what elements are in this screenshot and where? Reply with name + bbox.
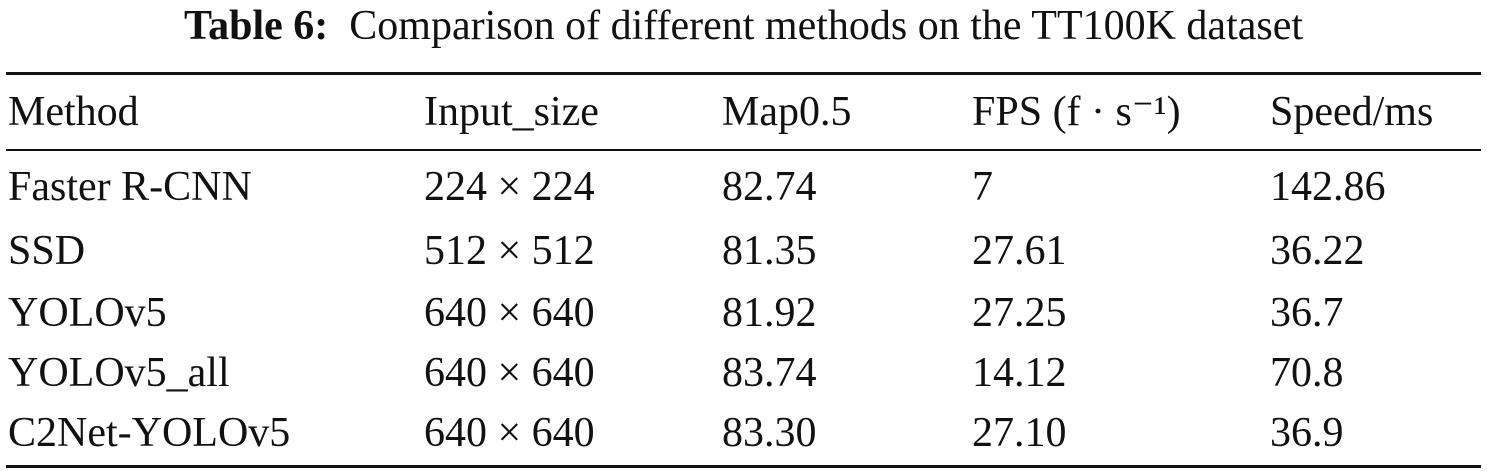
table-row: SSD 512 × 512 81.35 27.61 36.22 — [0, 226, 1487, 276]
cell-speed: 36.22 — [1270, 228, 1365, 274]
cell-fps: 27.61 — [972, 228, 1067, 274]
header-map: Map0.5 — [722, 89, 852, 135]
header-fps: FPS (f · s⁻¹) — [972, 89, 1181, 135]
cell-fps: 27.10 — [972, 410, 1067, 456]
table-row: YOLOv5_all 640 × 640 83.74 14.12 70.8 — [0, 348, 1487, 398]
header-speed: Speed/ms — [1270, 89, 1434, 135]
cell-method: C2Net-YOLOv5 — [8, 410, 291, 456]
cell-map: 83.30 — [722, 410, 817, 456]
cell-input-size: 640 × 640 — [424, 350, 595, 396]
table-caption-text: Comparison of different methods on the T… — [349, 3, 1304, 49]
cell-input-size: 224 × 224 — [424, 164, 595, 210]
cell-input-size: 640 × 640 — [424, 290, 595, 336]
table-caption: Table 6: Comparison of different methods… — [0, 2, 1487, 50]
cell-method: SSD — [8, 228, 86, 274]
cell-method: YOLOv5 — [8, 290, 167, 336]
cell-map: 82.74 — [722, 164, 817, 210]
table-row: Faster R-CNN 224 × 224 82.74 7 142.86 — [0, 162, 1487, 212]
cell-method: YOLOv5_all — [8, 350, 230, 396]
table-caption-label: Table 6: — [183, 3, 329, 49]
table-header-rule — [6, 149, 1481, 151]
cell-speed: 36.7 — [1270, 290, 1344, 336]
cell-speed: 142.86 — [1270, 164, 1386, 210]
table-bottom-rule — [6, 465, 1481, 468]
cell-method: Faster R-CNN — [8, 164, 252, 210]
cell-input-size: 640 × 640 — [424, 410, 595, 456]
cell-input-size: 512 × 512 — [424, 228, 595, 274]
table-row: C2Net-YOLOv5 640 × 640 83.30 27.10 36.9 — [0, 408, 1487, 458]
cell-speed: 36.9 — [1270, 410, 1344, 456]
cell-fps: 27.25 — [972, 290, 1067, 336]
cell-map: 81.92 — [722, 290, 817, 336]
table-row: YOLOv5 640 × 640 81.92 27.25 36.7 — [0, 288, 1487, 338]
cell-fps: 14.12 — [972, 350, 1067, 396]
header-method: Method — [8, 89, 139, 135]
header-input-size: Input_size — [424, 89, 599, 135]
table-top-rule — [6, 72, 1481, 75]
table-header-row: Method Input_size Map0.5 FPS (f · s⁻¹) S… — [0, 87, 1487, 137]
cell-map: 81.35 — [722, 228, 817, 274]
cell-fps: 7 — [972, 164, 993, 210]
cell-map: 83.74 — [722, 350, 817, 396]
cell-speed: 70.8 — [1270, 350, 1344, 396]
